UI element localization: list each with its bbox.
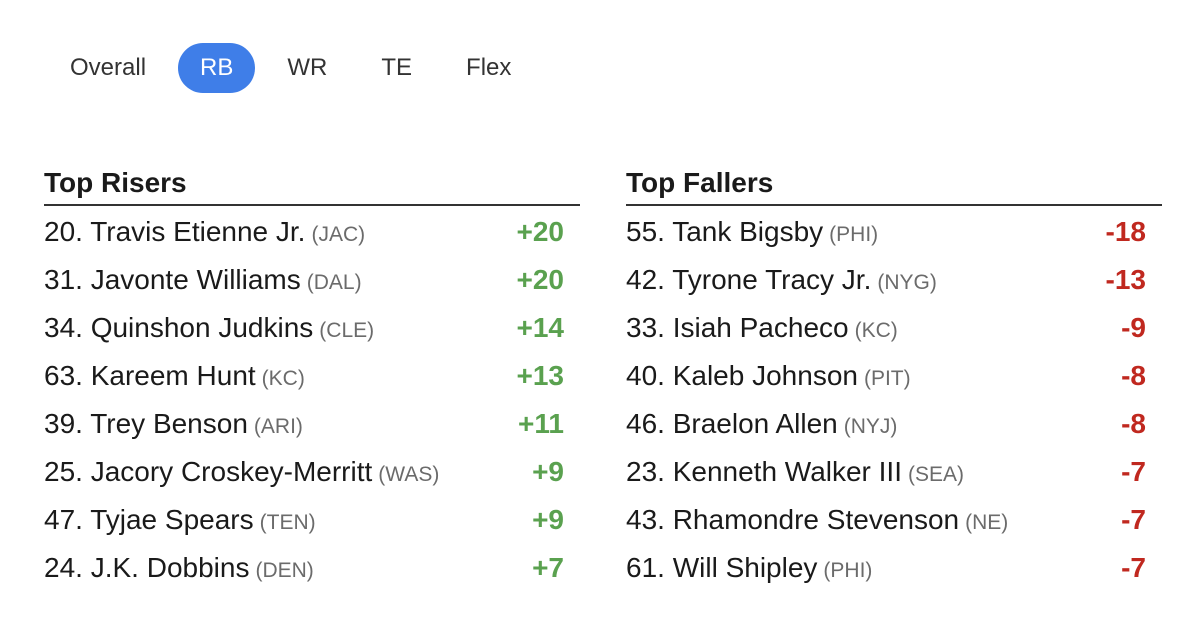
tab-overall[interactable]: Overall [70, 54, 147, 81]
list-item: 61. Will Shipley (PHI) -7 [626, 544, 1162, 592]
tab-te[interactable]: TE [381, 54, 413, 81]
rank-change: -8 [1121, 408, 1146, 439]
player-name[interactable]: 20. Travis Etienne Jr. [44, 216, 306, 247]
list-item: 63. Kareem Hunt (KC) +13 [44, 352, 580, 400]
rank-change: -7 [1121, 456, 1146, 487]
top-fallers-panel: Top Fallers 55. Tank Bigsby (PHI) -18 42. … [626, 162, 1162, 592]
player-name[interactable]: 33. Isiah Pacheco [626, 312, 849, 343]
list-item: 24. J.K. Dobbins (DEN) +7 [44, 544, 580, 592]
position-tabs: Overall RB WR TE Flex [48, 43, 533, 93]
player-team: (JAC) [311, 223, 366, 246]
rank-change: +14 [516, 312, 565, 343]
rank-change: -13 [1105, 264, 1146, 295]
player-team: (NYG) [877, 271, 937, 294]
player-team: (DEN) [255, 559, 314, 582]
rank-change: +9 [532, 456, 564, 487]
player-name[interactable]: 61. Will Shipley [626, 552, 818, 583]
rank-change: +9 [532, 504, 564, 535]
player-name[interactable]: 34. Quinshon Judkins [44, 312, 314, 343]
player-team: (KC) [261, 367, 305, 390]
player-team: (SEA) [908, 463, 965, 486]
player-team: (PIT) [863, 367, 911, 390]
player-team: (ARI) [253, 415, 303, 438]
top-risers-list: 20. Travis Etienne Jr. (JAC) +20 31. Javon… [44, 208, 580, 592]
list-item: 39. Trey Benson (ARI) +11 [44, 400, 580, 448]
player-team: (DAL) [306, 271, 362, 294]
rank-change: +11 [518, 408, 564, 439]
player-team: (TEN) [259, 511, 316, 534]
rank-change: -7 [1121, 504, 1146, 535]
player-name[interactable]: 55. Tank Bigsby [626, 216, 824, 247]
list-item: 47. Tyjae Spears (TEN) +9 [44, 496, 580, 544]
player-team: (WAS) [378, 463, 440, 486]
player-team: (NYJ) [843, 415, 898, 438]
player-name[interactable]: 42. Tyrone Tracy Jr. [626, 264, 872, 295]
list-item: 46. Braelon Allen (NYJ) -8 [626, 400, 1162, 448]
top-fallers-title: Top Fallers [626, 162, 1162, 206]
player-name[interactable]: 63. Kareem Hunt [44, 360, 256, 391]
list-item: 23. Kenneth Walker III (SEA) -7 [626, 448, 1162, 496]
player-name[interactable]: 40. Kaleb Johnson [626, 360, 858, 391]
list-item: 55. Tank Bigsby (PHI) -18 [626, 208, 1162, 256]
rank-change: -18 [1105, 216, 1146, 247]
list-item: 40. Kaleb Johnson (PIT) -8 [626, 352, 1162, 400]
rank-change: +20 [516, 216, 565, 247]
list-item: 31. Javonte Williams (DAL) +20 [44, 256, 580, 304]
list-item: 42. Tyrone Tracy Jr. (NYG) -13 [626, 256, 1162, 304]
player-name[interactable]: 47. Tyjae Spears [44, 504, 254, 535]
rank-change: -7 [1121, 552, 1146, 583]
player-name[interactable]: 31. Javonte Williams [44, 264, 301, 295]
rank-change: -8 [1121, 360, 1146, 391]
player-name[interactable]: 24. J.K. Dobbins [44, 552, 250, 583]
rank-change: +20 [516, 264, 565, 295]
list-item: 25. Jacory Croskey-Merritt (WAS) +9 [44, 448, 580, 496]
list-item: 33. Isiah Pacheco (KC) -9 [626, 304, 1162, 352]
player-name[interactable]: 39. Trey Benson [44, 408, 248, 439]
list-item: 34. Quinshon Judkins (CLE) +14 [44, 304, 580, 352]
player-name[interactable]: 46. Braelon Allen [626, 408, 838, 439]
list-item: 20. Travis Etienne Jr. (JAC) +20 [44, 208, 580, 256]
rank-change: +13 [516, 360, 565, 391]
player-name[interactable]: 43. Rhamondre Stevenson [626, 504, 960, 535]
player-team: (CLE) [319, 319, 375, 342]
player-team: (KC) [854, 319, 898, 342]
player-team: (NE) [965, 511, 1009, 534]
player-name[interactable]: 25. Jacory Croskey-Merritt [44, 456, 373, 487]
player-team: (PHI) [823, 559, 873, 582]
rank-change: +7 [532, 552, 564, 583]
list-item: 43. Rhamondre Stevenson (NE) -7 [626, 496, 1162, 544]
tab-wr[interactable]: WR [287, 54, 328, 81]
tab-rb[interactable]: RB [178, 43, 256, 93]
top-risers-title: Top Risers [44, 162, 580, 206]
player-team: (PHI) [829, 223, 879, 246]
top-fallers-list: 55. Tank Bigsby (PHI) -18 42. Tyrone Tracy… [626, 208, 1162, 592]
top-risers-panel: Top Risers 20. Travis Etienne Jr. (JAC) +2… [44, 162, 580, 592]
rank-change: -9 [1121, 312, 1146, 343]
player-name[interactable]: 23. Kenneth Walker III [626, 456, 902, 487]
tab-flex[interactable]: Flex [466, 54, 512, 81]
